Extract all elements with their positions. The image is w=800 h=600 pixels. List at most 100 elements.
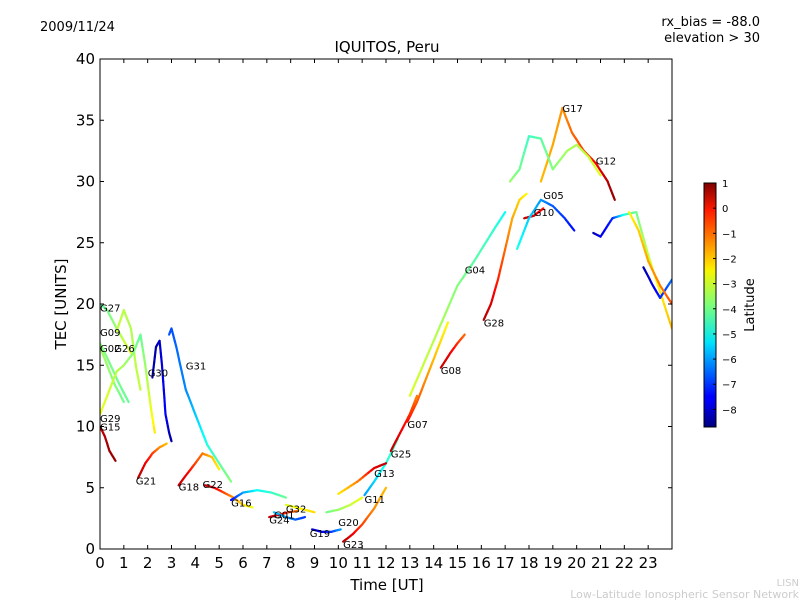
- colorbar-label: Latitude: [743, 278, 758, 332]
- y-tick-label: 0: [85, 540, 95, 558]
- series-label-g05: G05: [543, 191, 563, 202]
- x-tick-label: 6: [238, 554, 248, 572]
- series-label-g11: G11: [365, 495, 385, 506]
- series-segment: [181, 374, 186, 384]
- colorbar-tick-label: −7: [722, 380, 737, 391]
- x-tick-label: 21: [591, 554, 610, 572]
- x-tick-label: 10: [329, 554, 348, 572]
- series-segment: [540, 207, 545, 211]
- series-label-g09: G09: [100, 328, 120, 339]
- axes: 0 1 2 3 4 5 6 7 8 9 10 11 12 13 14 15 16 17 18 19 20 21 22 2305…: [76, 50, 672, 572]
- series-segment: [420, 358, 427, 370]
- series-segment: [164, 442, 168, 446]
- series-label-g16: G16: [231, 498, 251, 509]
- series-g18: [177, 452, 221, 487]
- series-segment: [452, 284, 459, 296]
- series-segment: [128, 349, 133, 355]
- colorbar-ticks: 1 0 −1 −2 −3 −4 −5 −6 −7 −8: [713, 179, 737, 416]
- elevation-label: elevation > 30: [664, 31, 760, 46]
- colorbar-tick-label: −1: [722, 229, 737, 240]
- series-segment: [597, 171, 602, 177]
- y-tick-label: 25: [76, 234, 95, 252]
- series-segment: [382, 486, 388, 493]
- x-tick-label: 8: [286, 554, 296, 572]
- series-segment: [414, 394, 419, 400]
- series-segment: [160, 364, 164, 375]
- colorbar: [703, 182, 717, 428]
- x-tick-label: 23: [639, 554, 658, 572]
- series-label-g07: G07: [407, 420, 427, 431]
- series-segment: [161, 372, 165, 383]
- x-axis-label: Time [UT]: [349, 576, 423, 594]
- series-g09: [100, 342, 130, 404]
- rx-bias-label: rx_bias = -88.0: [661, 15, 760, 30]
- series-segment: [216, 466, 221, 471]
- series-g22: [203, 484, 254, 509]
- series-segment: [502, 211, 507, 217]
- series-label-g31: G31: [186, 361, 206, 372]
- x-tick-label: 11: [353, 554, 372, 572]
- chart-title: IQUITOS, Peru: [334, 38, 439, 56]
- series-g19: [311, 528, 342, 534]
- series-g15: [100, 425, 117, 462]
- series-segment: [125, 397, 130, 404]
- series-segment: [382, 462, 388, 466]
- series-g28: [482, 192, 528, 321]
- series-segment: [113, 458, 117, 462]
- series-g08: [439, 333, 466, 369]
- series-segment: [152, 426, 156, 434]
- y-tick-label: 5: [85, 479, 95, 497]
- series-segment: [416, 367, 423, 379]
- series-segment: [643, 239, 648, 249]
- series-label-g21: G21: [136, 476, 156, 487]
- series-segment: [176, 352, 181, 363]
- series-segment: [635, 211, 640, 221]
- series-segment: [428, 339, 435, 351]
- series-segment: [645, 246, 650, 257]
- series-label-g10: G10: [534, 208, 554, 219]
- series-segment: [637, 218, 642, 228]
- x-tick-label: 7: [262, 554, 272, 572]
- series-segment: [612, 195, 616, 201]
- series-segment: [163, 396, 166, 408]
- series-g21: [137, 442, 168, 479]
- y-tick-label: 15: [76, 356, 95, 374]
- series-g12: [508, 135, 602, 183]
- series-segment: [641, 232, 646, 242]
- series-label-g25: G25: [391, 449, 411, 460]
- series-segment: [359, 496, 364, 500]
- colorbar-tick-label: −5: [722, 330, 737, 341]
- series-label-g27: G27: [100, 304, 120, 315]
- series-g20: [325, 496, 364, 514]
- series-g31: [168, 327, 233, 483]
- y-tick-label: 30: [76, 173, 95, 191]
- footer-brand: LISN: [777, 578, 799, 589]
- series-segment: [408, 385, 415, 397]
- series-label-g02: G02: [100, 344, 120, 355]
- series-segment: [179, 367, 184, 377]
- series-g26: [115, 309, 142, 391]
- series-segment: [440, 312, 447, 324]
- x-tick-label: 5: [214, 554, 224, 572]
- x-tick-label: 2: [143, 554, 153, 572]
- colorbar-tick-label: 0: [722, 204, 728, 215]
- series-label-g20: G20: [338, 518, 358, 529]
- footer-network: Low-Latitude Ionospheric Sensor Network: [570, 588, 799, 600]
- colorbar-tick-label: −3: [722, 280, 737, 291]
- colorbar-tick-label: −6: [722, 355, 737, 366]
- series-segment: [639, 225, 644, 235]
- colorbar-tick-label: −8: [722, 405, 737, 416]
- series-label-g28: G28: [484, 318, 504, 329]
- series-segment: [178, 360, 183, 370]
- x-tick-label: 18: [519, 554, 538, 572]
- colorbar-tick-label: −2: [722, 254, 737, 265]
- date-label: 2009/11/24: [40, 20, 115, 35]
- series-segment: [175, 345, 179, 356]
- series-g27: [100, 302, 133, 355]
- series-segment: [311, 510, 316, 514]
- x-tick-label: 12: [376, 554, 395, 572]
- colorbar-tick-label: −4: [722, 305, 737, 316]
- series-segment: [524, 192, 528, 196]
